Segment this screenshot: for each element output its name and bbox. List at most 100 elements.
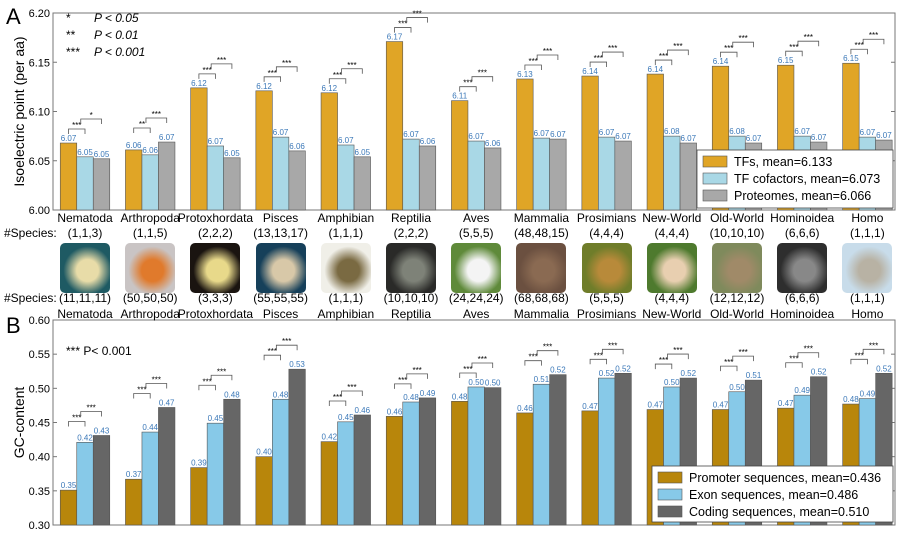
species-count: (4,4,4) bbox=[589, 226, 624, 240]
significance-key-text: P < 0.05 bbox=[94, 11, 139, 25]
category-label-mammalia: Mammalia bbox=[514, 211, 570, 225]
bar-value-label: 6.15 bbox=[843, 54, 859, 63]
category-label-homo: Homo bbox=[851, 307, 883, 321]
bar-value-label: 6.07 bbox=[746, 134, 762, 143]
bar-value-label: 0.46 bbox=[517, 404, 533, 413]
significance-bracket bbox=[133, 127, 151, 134]
legend-entry: TF cofactors, mean=6.073 bbox=[734, 172, 880, 186]
significance-stars: *** bbox=[202, 377, 211, 386]
bar-value-label: 6.07 bbox=[159, 133, 175, 142]
fish-photo bbox=[255, 243, 306, 293]
legend-swatch bbox=[702, 172, 728, 185]
significance-stars: *** bbox=[282, 337, 291, 346]
bar-B-arthropoda-s1 bbox=[141, 431, 159, 526]
panel-letter-B: B bbox=[6, 313, 21, 338]
significance-stars: *** bbox=[333, 71, 342, 80]
bar-value-label: 6.12 bbox=[191, 79, 207, 88]
bar-B-amphibian-s2 bbox=[353, 414, 371, 526]
species-count: (12,12,12) bbox=[710, 291, 765, 305]
category-label-protoxhordata: Protoxhordata bbox=[178, 307, 254, 321]
significance-stars: *** bbox=[478, 355, 487, 364]
legend-swatch bbox=[702, 189, 728, 202]
bar-value-label: 6.06 bbox=[126, 141, 142, 150]
significance-stars: *** bbox=[543, 47, 552, 56]
significance-bracket bbox=[732, 355, 754, 362]
species-row-label: #Species: bbox=[4, 291, 57, 305]
bar-A-nematoda-s0 bbox=[59, 142, 78, 211]
significance-bracket bbox=[589, 61, 607, 68]
y-tick-label: 0.40 bbox=[29, 452, 50, 464]
bar-A-new-world-s2 bbox=[679, 142, 697, 211]
bar-value-label: 0.40 bbox=[256, 448, 272, 457]
significance-bracket bbox=[341, 390, 363, 396]
significance-bracket bbox=[850, 358, 868, 365]
significance-bracket bbox=[862, 348, 885, 355]
significance-stars: *** bbox=[608, 44, 617, 53]
bar-B-nematoda-s0 bbox=[59, 489, 78, 526]
bar-B-protoxhordata-s0 bbox=[190, 467, 208, 526]
bar-B-prosimians-s0 bbox=[581, 410, 599, 526]
bar-B-protoxhordata-s1 bbox=[206, 422, 224, 526]
bar-value-label: 0.47 bbox=[159, 398, 175, 407]
gorilla-photo bbox=[777, 243, 828, 293]
significance-stars: *** bbox=[673, 346, 682, 355]
species-count: (10,10,10) bbox=[710, 226, 765, 240]
frog-photo bbox=[320, 243, 371, 293]
bar-value-label: 0.50 bbox=[729, 383, 745, 392]
significance-bracket bbox=[210, 374, 233, 381]
significance-key-text: P < 0.001 bbox=[94, 45, 145, 59]
bar-value-label: 6.17 bbox=[387, 33, 403, 42]
significance-bracket bbox=[406, 17, 428, 23]
significance-stars: *** bbox=[738, 348, 747, 357]
category-label-mammalia: Mammalia bbox=[514, 307, 570, 321]
significance-stars: *** bbox=[804, 345, 813, 354]
y-axis-title-A: Isoelectric point (per aa) bbox=[11, 36, 27, 186]
significance-stars: *** bbox=[268, 69, 277, 78]
bar-value-label: 0.42 bbox=[77, 433, 93, 442]
category-label-aves: Aves bbox=[463, 307, 489, 321]
bar-value-label: 6.05 bbox=[94, 150, 110, 159]
y-tick-label: 0.35 bbox=[29, 486, 50, 498]
species-count: (4,4,4) bbox=[654, 226, 689, 240]
category-label-new-world: New-World bbox=[642, 211, 701, 225]
significance-key-stars: * bbox=[66, 11, 71, 25]
significance-stars: *** bbox=[398, 376, 407, 385]
category-label-pisces: Pisces bbox=[263, 307, 298, 321]
bar-value-label: 6.07 bbox=[615, 132, 631, 141]
bar-B-prosimians-s1 bbox=[598, 377, 616, 526]
category-label-prosimians: Prosimians bbox=[577, 211, 636, 225]
y-tick-label: 6.05 bbox=[29, 156, 50, 168]
bar-value-label: 6.06 bbox=[289, 142, 305, 151]
bar-value-label: 6.07 bbox=[273, 128, 289, 137]
legend-box-B bbox=[651, 465, 894, 523]
significance-bracket bbox=[459, 372, 477, 378]
bar-value-label: 0.49 bbox=[420, 389, 436, 398]
category-label-prosimians: Prosimians bbox=[577, 307, 636, 321]
species-count: (5,5,5) bbox=[459, 226, 494, 240]
bar-A-pisces-s2 bbox=[288, 150, 306, 211]
significance-bracket bbox=[133, 393, 151, 399]
bar-B-arthropoda-s0 bbox=[125, 478, 143, 526]
bar-A-protoxhordata-s0 bbox=[190, 87, 208, 211]
significance-key-stars: *** bbox=[66, 45, 80, 59]
bar-value-label: 0.42 bbox=[322, 433, 338, 442]
bar-A-reptilia-s1 bbox=[402, 138, 420, 211]
bar-A-arthropoda-s0 bbox=[125, 149, 143, 211]
significance-stars: *** bbox=[608, 341, 617, 350]
significance-stars: *** bbox=[398, 20, 407, 29]
bar-value-label: 6.05 bbox=[77, 148, 93, 157]
species-count: (6,6,6) bbox=[785, 291, 820, 305]
bar-value-label: 0.43 bbox=[94, 426, 110, 435]
significance-bracket bbox=[797, 40, 820, 47]
bar-A-prosimians-s2 bbox=[614, 140, 632, 211]
significance-stars: *** bbox=[804, 33, 813, 42]
bar-value-label: 6.06 bbox=[142, 146, 158, 155]
bar-A-new-world-s1 bbox=[663, 135, 681, 211]
category-label-reptilia: Reptilia bbox=[391, 211, 431, 225]
species-count: (5,5,5) bbox=[589, 291, 624, 305]
significance-bracket bbox=[785, 50, 803, 57]
bar-A-prosimians-s1 bbox=[598, 136, 616, 211]
significance-bracket bbox=[406, 373, 428, 379]
bar-value-label: 6.07 bbox=[599, 128, 615, 137]
